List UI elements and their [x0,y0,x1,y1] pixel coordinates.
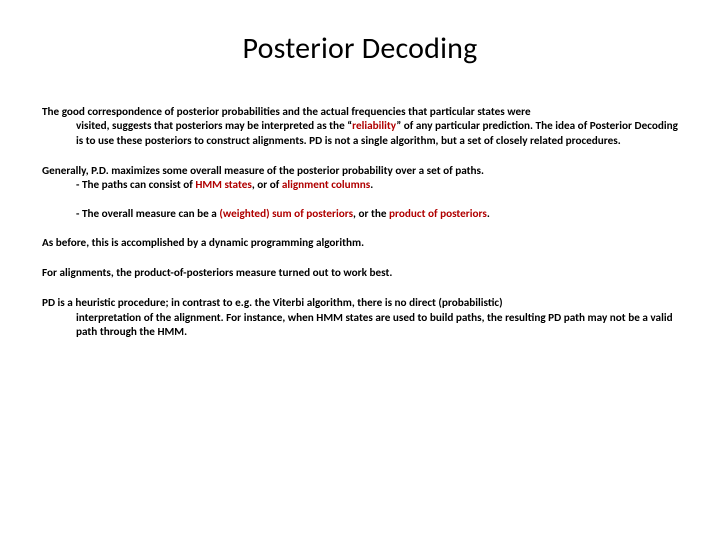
p2-bullet1: - The paths can consist of HMM states, o… [42,178,678,192]
paragraph-intro: The good correspondence of posterior pro… [42,105,678,148]
paragraph-generally: Generally, P.D. maximizes some overall m… [42,164,678,250]
p2-b1-mid: , or of [252,178,282,192]
hmm-states: HMM states [195,178,252,192]
paragraph-heuristic: PD is a heuristic procedure; in contrast… [42,296,678,339]
p1-lead: The good correspondence of posterior pro… [42,105,531,119]
p4-body: interpretation of the alignment. For ins… [42,311,678,340]
paragraph-alignments: For alignments, the product-of-posterior… [42,266,678,280]
p2-line1: Generally, P.D. maximizes some overall m… [42,164,484,178]
p1-body1: visited, suggests that posteriors may be… [76,119,347,133]
weighted-sum: (weighted) sum of posteriors [219,207,353,221]
p2-b2-pre: - The overall measure can be a [76,207,219,221]
p2-bullet2: - The overall measure can be a (weighted… [42,207,678,221]
p2-b1-pre: - The paths can consist of [76,178,195,192]
product-of-posteriors: product of posteriors [389,207,487,221]
p2-b1-post: . [370,178,373,192]
reliability-word: reliability [352,119,396,133]
p2-b2-mid: , or the [353,207,389,221]
p4-lead: PD is a heuristic procedure; in contrast… [42,296,503,310]
p2-line4: As before, this is accomplished by a dyn… [42,236,364,250]
p2-b2-post: . [487,207,490,221]
slide: Posterior Decoding The good corresponden… [0,0,720,540]
alignment-columns: alignment columns [282,178,370,192]
p1-body: visited, suggests that posteriors may be… [42,119,678,148]
slide-title: Posterior Decoding [42,30,678,67]
